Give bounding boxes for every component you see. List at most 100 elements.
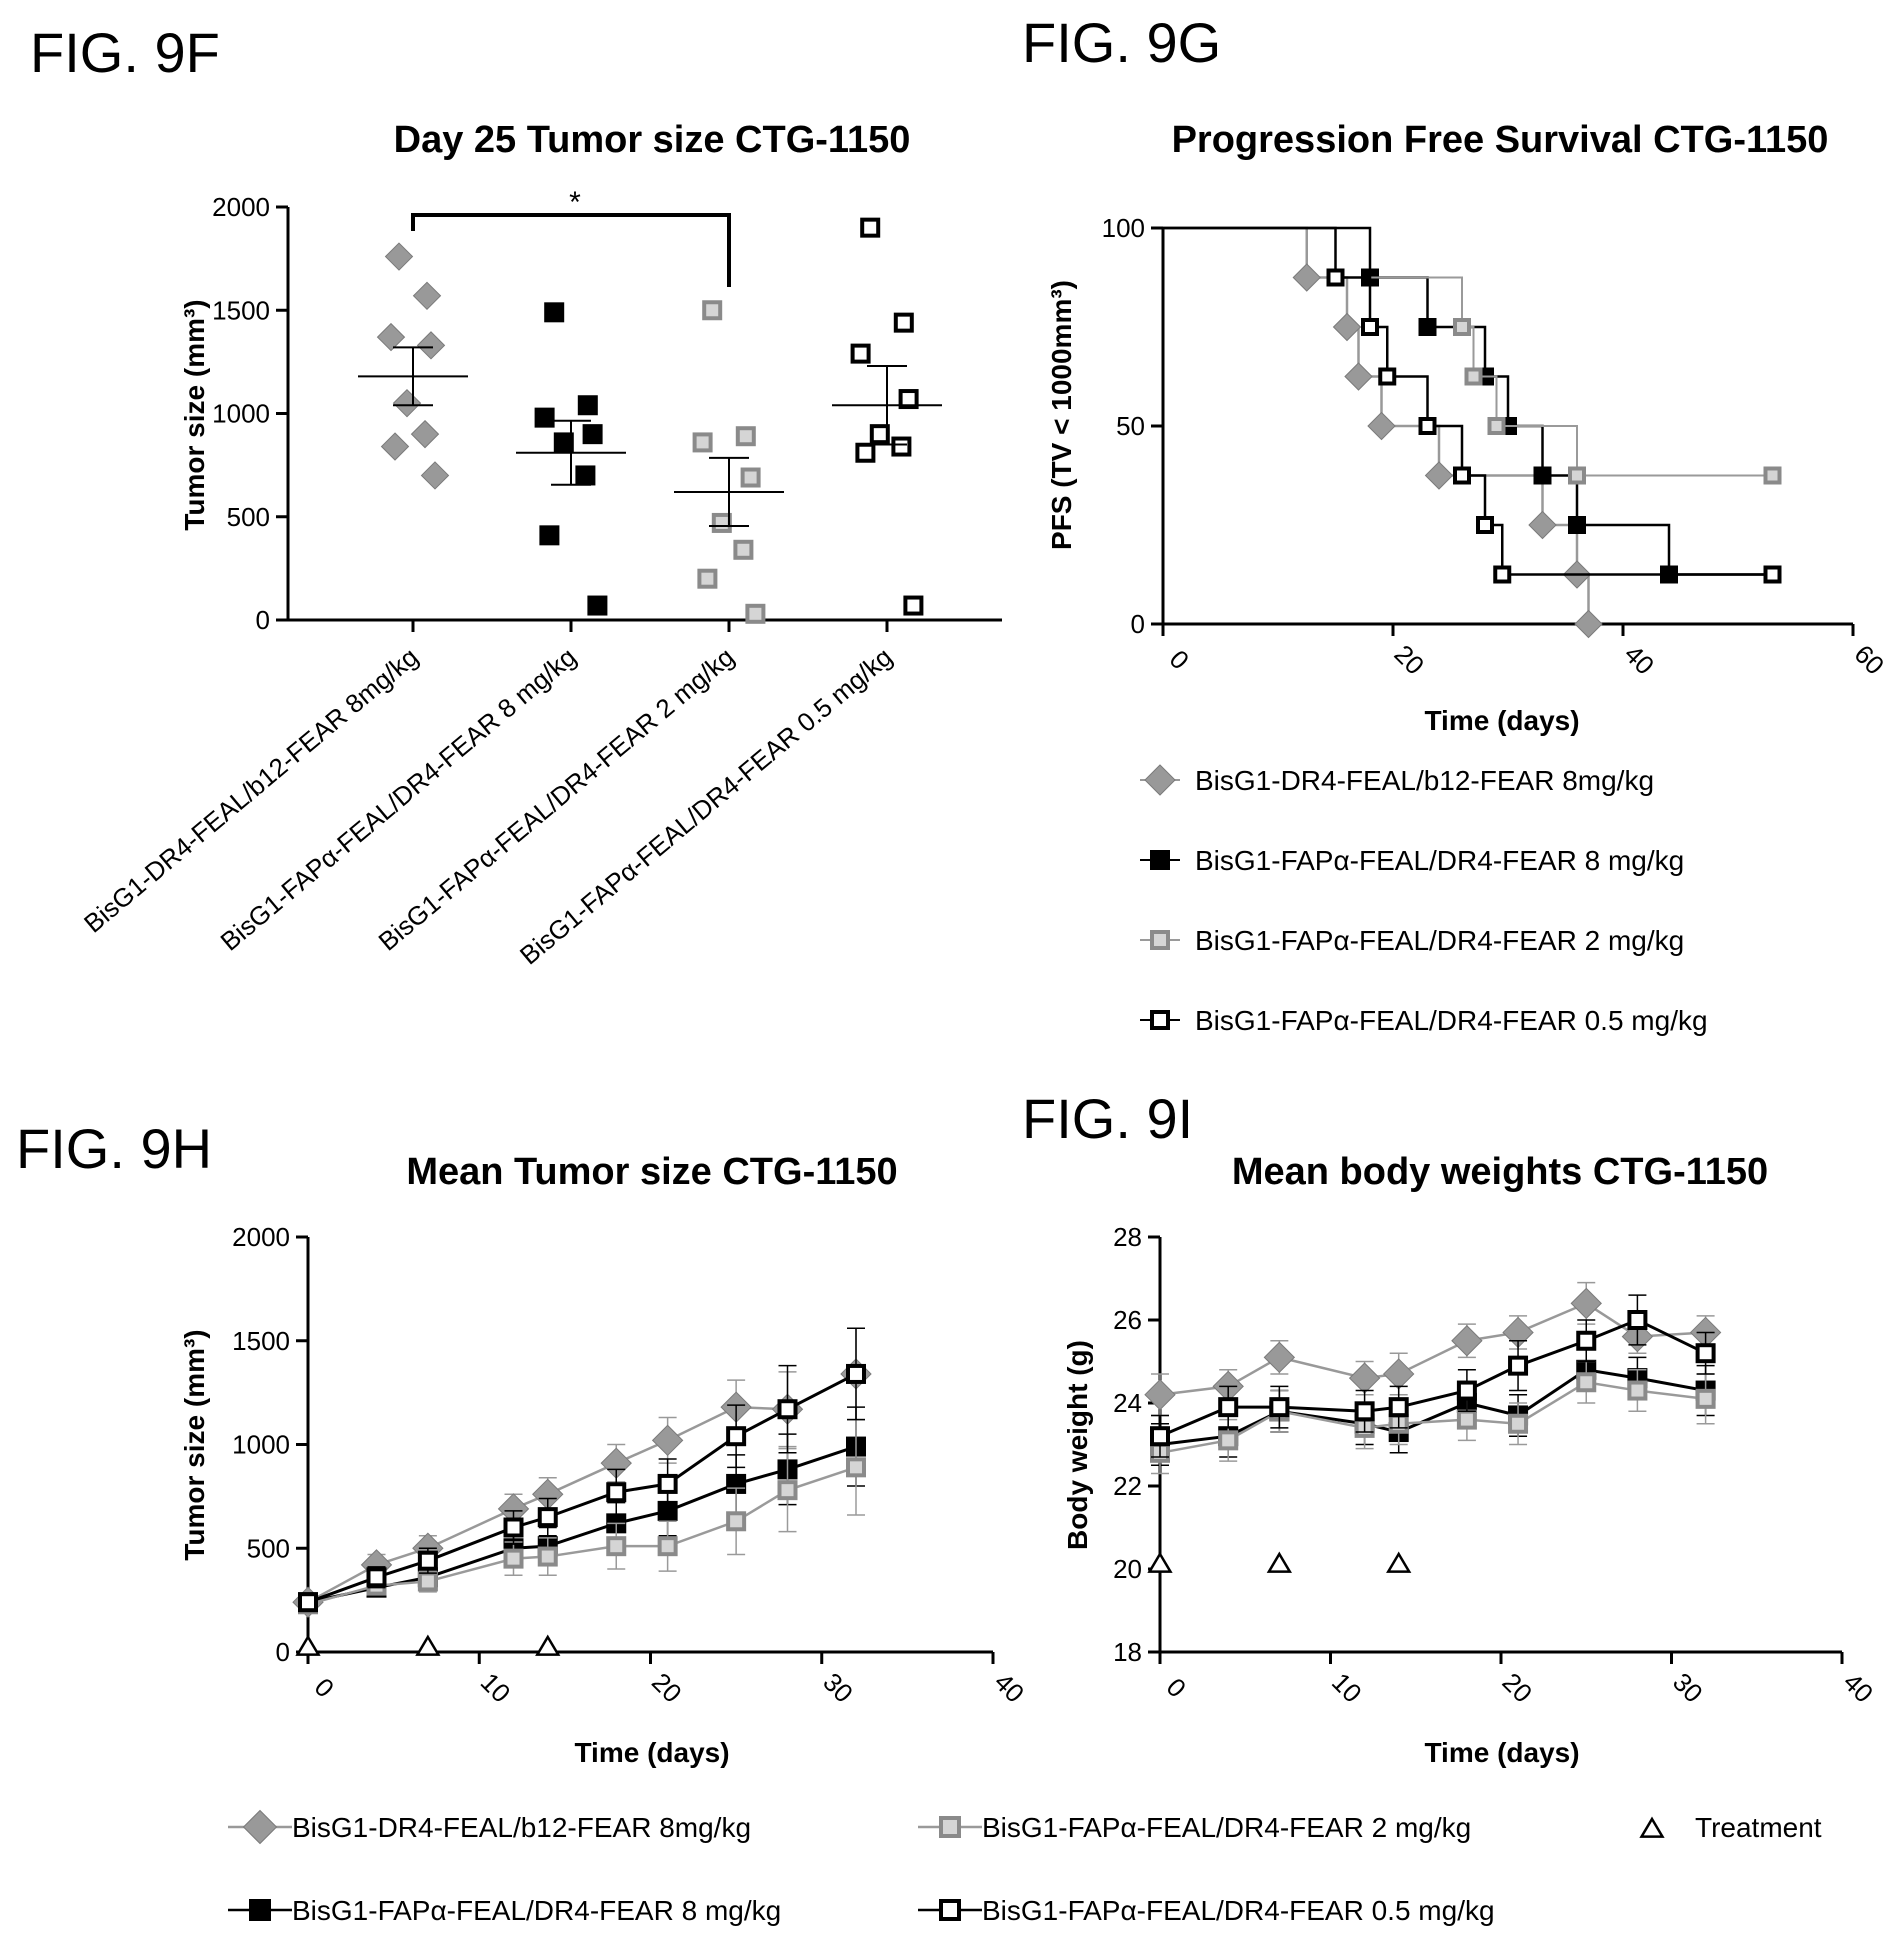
- h-point-s1: [657, 1500, 678, 1521]
- f-point-g0: [416, 331, 446, 360]
- h-point-s2: [606, 1536, 627, 1557]
- i-y-tick-label: 20: [1113, 1554, 1142, 1584]
- f-y-tick-label: 500: [227, 502, 270, 532]
- i-point-s3: [1388, 1397, 1409, 1418]
- f-point-g1: [577, 395, 598, 416]
- i-y-tick-label: 24: [1113, 1388, 1142, 1418]
- i-point-s0: [1348, 1362, 1381, 1394]
- g-point-s2: [1464, 367, 1483, 386]
- xlabel-9g: Time (days): [1424, 705, 1579, 736]
- h-treatment-marker: [415, 1634, 441, 1656]
- i-point-s3: [1218, 1397, 1239, 1418]
- g-point-s0: [1424, 461, 1454, 490]
- g-point-s3: [1361, 318, 1379, 336]
- chart-title-9h: Mean Tumor size CTG-1150: [406, 1151, 897, 1193]
- f-point-g1: [534, 407, 555, 428]
- f-point-g3: [855, 442, 876, 463]
- i-series-line-1: [1159, 1368, 1706, 1446]
- h-x-tick-label: 30: [817, 1667, 859, 1709]
- f-point-g2: [745, 603, 766, 624]
- i-treatment-marker: [1386, 1551, 1412, 1573]
- g-x-tick-label: 20: [1389, 639, 1431, 681]
- f-point-g1: [539, 525, 560, 546]
- legend-bottom-text-2: BisG1-FAPα-FEAL/DR4-FEAR 2 mg/kg: [982, 1812, 1471, 1843]
- h-x-tick-label: 10: [475, 1667, 517, 1709]
- xlabel-9i: Time (days): [1424, 1737, 1579, 1768]
- f-point-g3: [898, 389, 919, 410]
- i-point-s0: [1570, 1287, 1602, 1320]
- i-point-s3: [1508, 1355, 1529, 1376]
- g-point-s0: [1367, 411, 1396, 441]
- g-point-s0: [1332, 312, 1362, 342]
- g-x-tick-label: 60: [1849, 639, 1891, 681]
- h-point-s1: [726, 1473, 747, 1494]
- f-point-g3: [869, 424, 890, 445]
- legend-bottom-marker-2: [939, 1816, 961, 1838]
- legend-9g-text-2: BisG1-FAPα-FEAL/DR4-FEAR 2 mg/kg: [1195, 925, 1684, 956]
- i-point-s2: [1456, 1409, 1477, 1430]
- i-y-tick-label: 18: [1113, 1637, 1142, 1667]
- f-point-g0: [392, 388, 422, 418]
- i-point-s0: [1451, 1325, 1483, 1357]
- g-series-line-2: [1163, 227, 1773, 477]
- i-series-line-2: [1159, 1380, 1706, 1455]
- f-point-g1: [544, 302, 565, 323]
- f-point-g2: [702, 300, 723, 321]
- i-point-s3: [1695, 1343, 1716, 1364]
- g-x-tick-label: 0: [1164, 644, 1195, 675]
- i-point-s2: [1508, 1413, 1529, 1434]
- g-point-s3: [1326, 268, 1345, 287]
- f-point-g1: [582, 424, 603, 445]
- legend-bottom-text-treatment: Treatment: [1695, 1812, 1822, 1843]
- h-point-s2: [537, 1546, 558, 1567]
- ylabel-9f: Tumor size (mm³): [179, 299, 210, 530]
- i-x-tick-label: 0: [1161, 1672, 1192, 1703]
- legend-bottom-marker-0: [242, 1809, 278, 1845]
- h-y-tick-label: 1500: [232, 1326, 290, 1356]
- significance-star: *: [569, 186, 581, 219]
- g-point-s1: [1568, 516, 1586, 534]
- g-y-tick-label: 100: [1102, 213, 1145, 243]
- h-treatment-marker: [535, 1634, 561, 1656]
- h-x-tick-label: 40: [989, 1667, 1031, 1709]
- g-point-s0: [1574, 609, 1603, 639]
- category-label-2: BisG1-FAPα-FEAL/DR4-FEAR 2 mg/kg: [373, 642, 740, 957]
- h-point-s3: [503, 1517, 524, 1538]
- f-point-g3: [893, 312, 914, 333]
- h-series-line-1: [307, 1445, 857, 1604]
- h-series-line-0: [307, 1372, 857, 1604]
- f-point-g0: [410, 419, 440, 449]
- i-point-s3: [1150, 1426, 1170, 1447]
- f-point-g2: [733, 539, 754, 560]
- fig-label-9g: FIG. 9G: [1022, 11, 1221, 74]
- h-series-line-2: [307, 1466, 857, 1606]
- i-treatment-marker: [1266, 1551, 1292, 1573]
- i-point-s0: [1263, 1341, 1296, 1374]
- h-point-s3: [657, 1473, 678, 1494]
- legend-bottom-text-1: BisG1-FAPα-FEAL/DR4-FEAR 8 mg/kg: [292, 1895, 781, 1926]
- f-y-tick-label: 1500: [212, 295, 270, 325]
- h-point-s2: [726, 1511, 747, 1532]
- f-point-g0: [412, 281, 442, 311]
- h-x-tick-label: 20: [646, 1667, 688, 1709]
- f-point-g2: [697, 568, 718, 589]
- h-series-line-3: [307, 1372, 857, 1604]
- i-x-tick-label: 30: [1667, 1667, 1709, 1709]
- chart-title-9g: Progression Free Survival CTG-1150: [1172, 119, 1829, 161]
- i-point-s3: [1269, 1397, 1290, 1418]
- f-point-g0: [420, 461, 450, 490]
- f-y-tick-label: 0: [256, 605, 270, 635]
- legend-9g-text-1: BisG1-FAPα-FEAL/DR4-FEAR 8 mg/kg: [1195, 845, 1684, 876]
- legend-bottom-text-3: BisG1-FAPα-FEAL/DR4-FEAR 0.5 mg/kg: [982, 1895, 1495, 1926]
- f-point-g2: [692, 432, 713, 453]
- g-point-s3: [1476, 516, 1494, 534]
- f-point-g0: [376, 322, 406, 352]
- g-y-tick-label: 50: [1116, 411, 1145, 441]
- g-point-s1: [1418, 318, 1437, 336]
- i-point-s3: [1627, 1310, 1648, 1330]
- i-series-line-0: [1159, 1301, 1706, 1396]
- h-point-s3: [846, 1363, 866, 1384]
- f-point-g3: [850, 343, 871, 364]
- g-point-s2: [1568, 466, 1586, 485]
- h-y-tick-label: 1000: [232, 1430, 290, 1460]
